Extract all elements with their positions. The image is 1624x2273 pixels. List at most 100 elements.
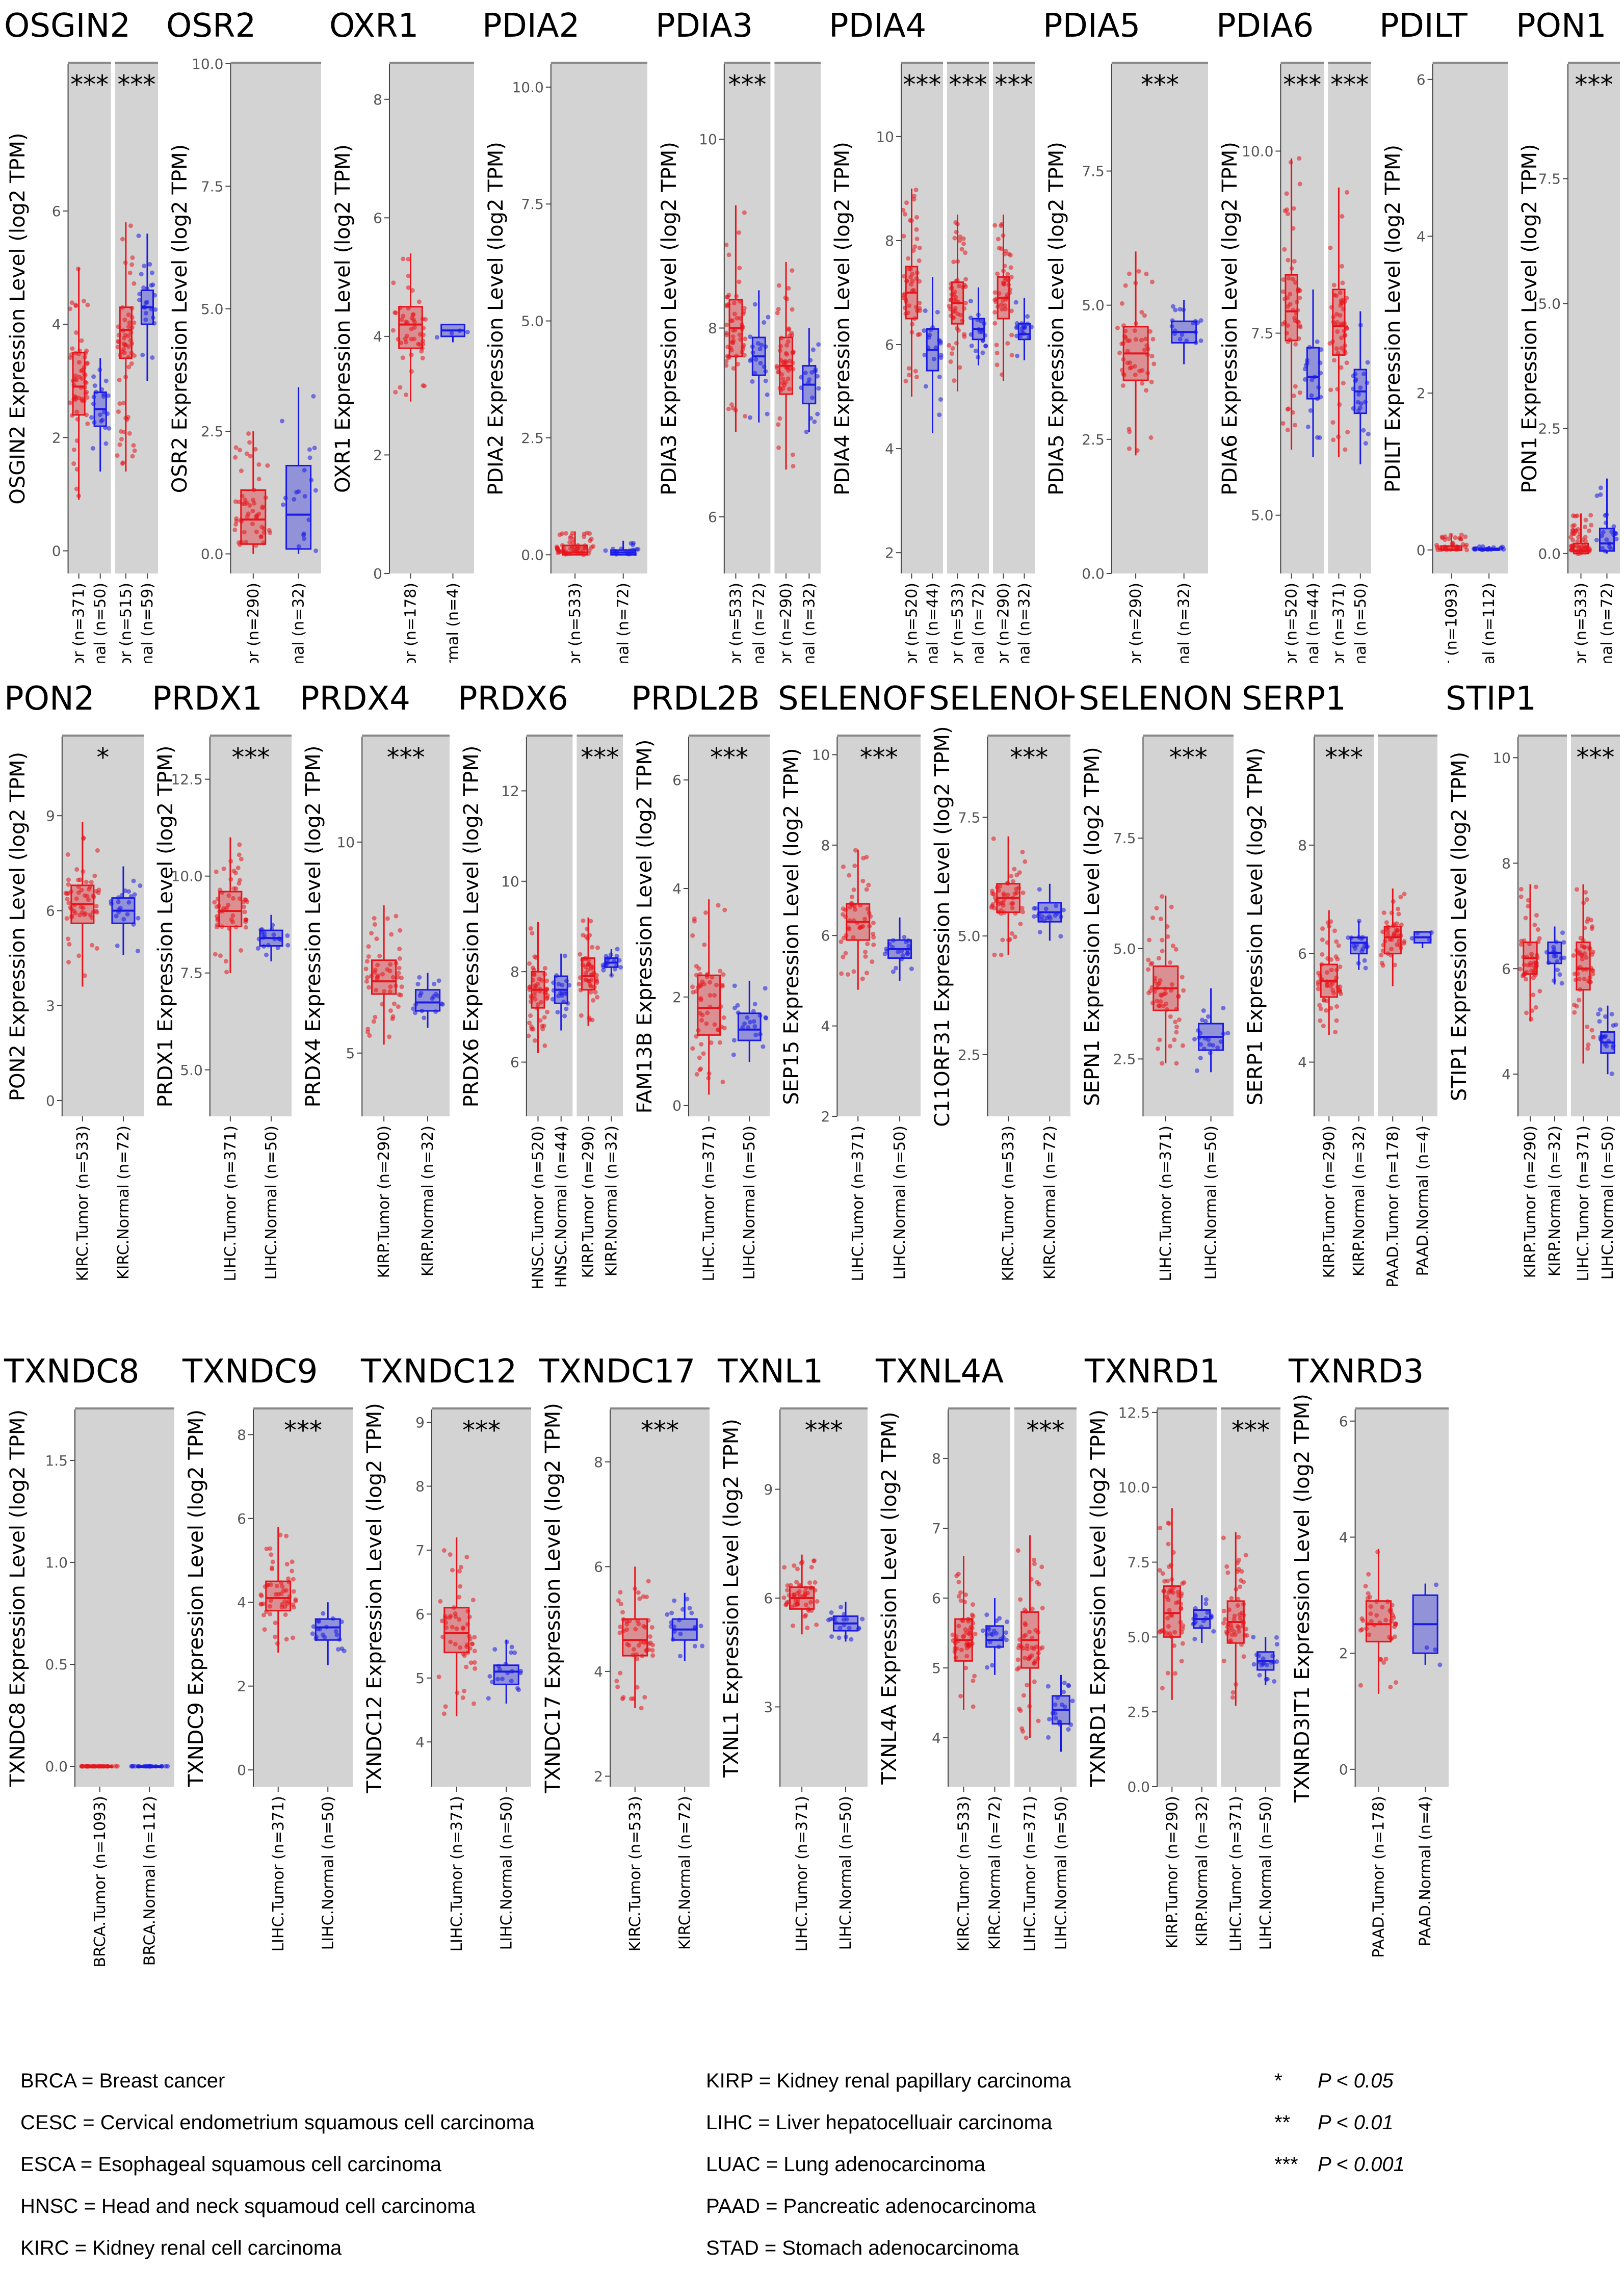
data-point	[1281, 289, 1286, 294]
data-point	[1285, 212, 1290, 217]
data-point	[636, 1590, 641, 1595]
data-point	[1360, 947, 1366, 952]
data-point	[99, 419, 104, 424]
data-point	[1020, 890, 1026, 895]
data-point	[472, 1660, 477, 1665]
data-point	[790, 268, 795, 273]
data-point	[708, 980, 713, 985]
data-point	[1398, 895, 1403, 900]
data-point	[1587, 528, 1592, 533]
data-point	[1146, 967, 1151, 972]
data-point	[365, 1030, 371, 1035]
data-point	[963, 1592, 968, 1598]
box-normal	[1350, 936, 1368, 955]
x-tick-label: HNSC.Normal (n=44)	[1304, 583, 1322, 663]
significance-label: ***	[903, 70, 941, 99]
data-point	[1221, 1608, 1226, 1613]
data-point	[310, 1631, 315, 1636]
data-point	[1230, 1695, 1235, 1700]
data-point	[1221, 1621, 1226, 1626]
data-point	[1604, 1043, 1609, 1049]
x-tick-label: LIHC.Tumor (n=371)	[1575, 1126, 1592, 1282]
x-tick-label: LIHC.Normal (n=50)	[1202, 1126, 1220, 1279]
data-point	[140, 352, 145, 357]
data-point	[958, 234, 963, 240]
data-point	[737, 279, 742, 284]
data-point	[931, 356, 936, 361]
data-point	[1368, 1604, 1373, 1609]
data-point	[959, 1648, 964, 1653]
y-tick-label: 7.5	[1127, 1554, 1150, 1571]
data-point	[911, 197, 916, 202]
data-point	[1354, 943, 1359, 948]
data-point	[582, 532, 587, 537]
y-tick-label: 4	[594, 1663, 603, 1680]
x-tick-label: KIRC.Normal (n=72)	[970, 583, 988, 663]
data-point	[616, 1598, 621, 1603]
data-point	[273, 1621, 278, 1626]
data-point	[269, 1552, 274, 1557]
data-point	[1583, 890, 1588, 895]
gene-title: PRDL2B	[631, 680, 760, 718]
data-point	[250, 521, 255, 527]
data-point	[419, 349, 424, 354]
data-point	[1526, 904, 1531, 909]
data-point	[413, 1010, 418, 1015]
data-point	[1531, 992, 1536, 998]
data-point	[736, 361, 741, 367]
data-point	[1500, 544, 1505, 550]
data-point	[374, 987, 379, 992]
data-point	[1288, 302, 1293, 307]
y-axis-label: PDIA6 Expression Level (log2 TPM)	[1218, 142, 1242, 495]
x-tick-label: HNSC.Tumor (n=520)	[529, 1126, 547, 1290]
data-point	[763, 986, 768, 991]
data-point	[1365, 1596, 1370, 1601]
data-point	[1369, 1619, 1374, 1624]
data-point	[464, 1644, 469, 1650]
data-point	[1528, 960, 1533, 965]
y-axis-label: TXNRD1 Expression Level (log2 TPM)	[1087, 1409, 1110, 1787]
y-tick-label: 4	[821, 1018, 830, 1035]
data-point	[1572, 1010, 1577, 1015]
data-point	[1000, 937, 1005, 943]
data-point	[751, 1009, 756, 1014]
abbrev-luac: LUAC = Lung adenocarcinoma	[706, 2153, 986, 2176]
data-point	[581, 918, 586, 923]
data-point	[1385, 929, 1391, 934]
data-point	[1167, 1521, 1172, 1526]
x-tick-label: LIHC.Normal (n=50)	[741, 1126, 758, 1279]
data-point	[472, 1649, 477, 1654]
abbrev-paad: PAAD = Pancreatic adenocarcinoma	[706, 2195, 1036, 2217]
y-tick-label: 8	[415, 1478, 425, 1495]
box-tumor	[218, 891, 243, 927]
x-tick-label: KIRC.Normal (n=72)	[750, 583, 768, 663]
data-point	[814, 1622, 819, 1627]
data-point	[1363, 1584, 1368, 1589]
data-point	[1600, 533, 1605, 538]
data-point	[972, 1674, 977, 1679]
data-point	[986, 1627, 991, 1632]
abbrev-cesc: CESC = Cervical endometrium squamous cel…	[20, 2111, 535, 2134]
data-point	[731, 366, 736, 371]
data-point	[1177, 336, 1183, 342]
y-tick-label: 0.0	[201, 546, 224, 563]
data-point	[759, 343, 764, 348]
data-point	[731, 1038, 737, 1043]
data-point	[698, 1011, 703, 1016]
data-point	[999, 302, 1004, 307]
data-point	[917, 300, 922, 305]
data-point	[1148, 962, 1154, 967]
data-point	[147, 262, 152, 267]
gene-title: TXNRD1	[1084, 1353, 1220, 1391]
data-point	[588, 989, 593, 995]
data-point	[724, 322, 729, 327]
data-point	[1338, 290, 1343, 295]
data-point	[958, 1693, 963, 1699]
data-point	[450, 1625, 455, 1630]
sig-symbol-1: *	[1274, 2070, 1282, 2092]
data-point	[1529, 968, 1534, 973]
data-point	[1004, 1637, 1009, 1642]
